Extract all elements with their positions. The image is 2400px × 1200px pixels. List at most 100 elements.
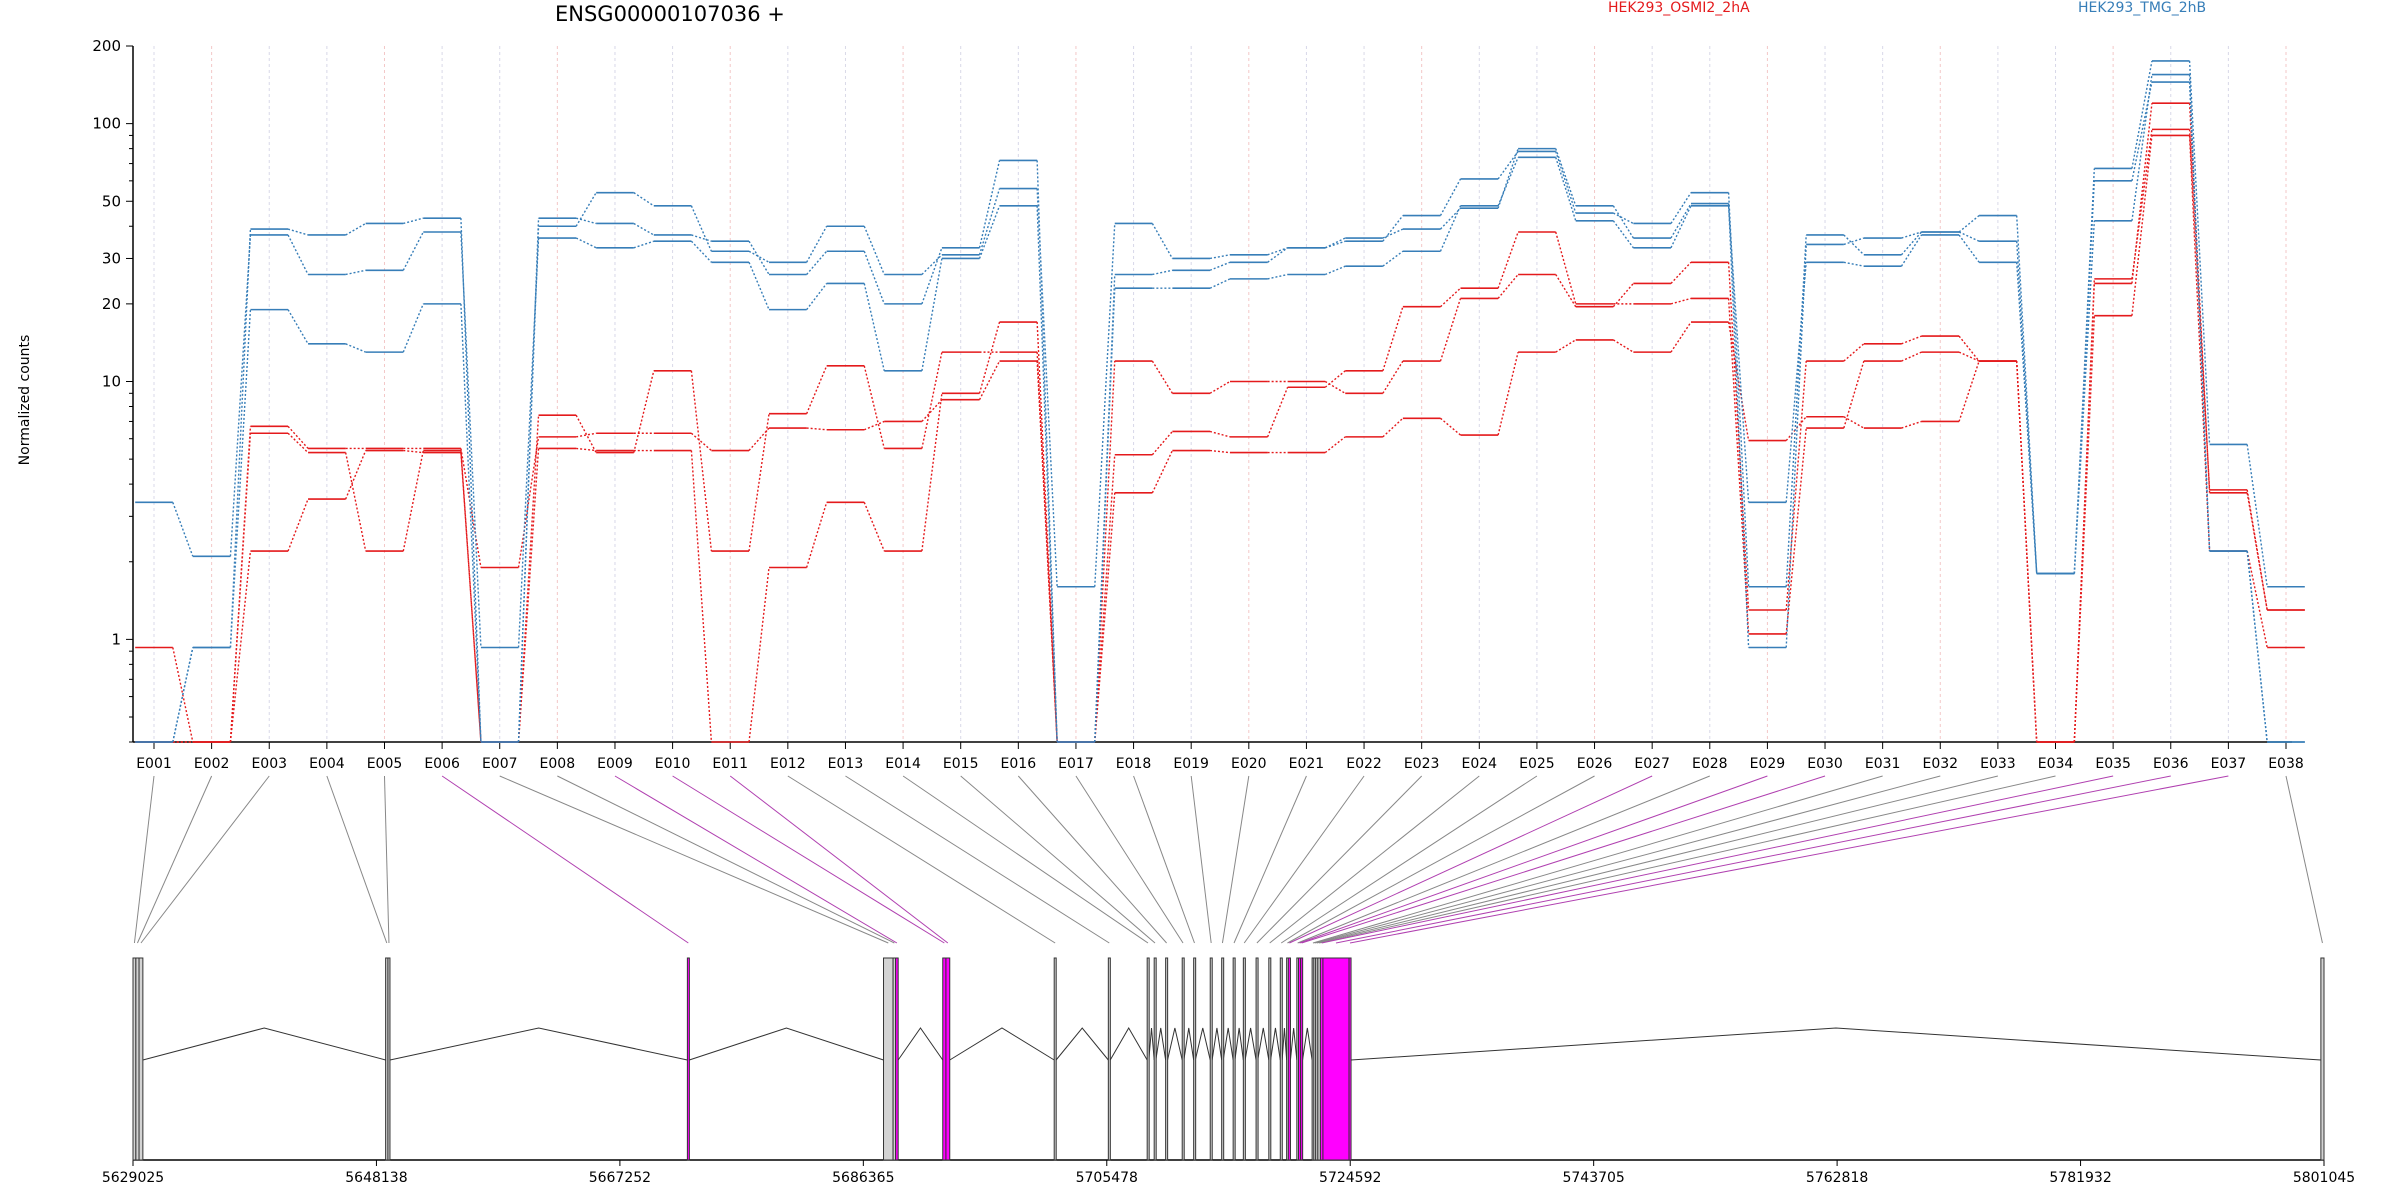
series-6-connector bbox=[1439, 207, 1461, 230]
series-6-connector bbox=[978, 160, 1001, 248]
gene-title: ENSG00000107036 + bbox=[555, 2, 785, 26]
x-tick-label-e012: E012 bbox=[770, 756, 806, 772]
x-tick-label-e038: E038 bbox=[2268, 756, 2304, 772]
exon-e021 bbox=[1232, 957, 1236, 1161]
series-6-connector bbox=[1555, 148, 1577, 207]
series-5-connector bbox=[1325, 240, 1346, 249]
series-1-connector bbox=[806, 427, 827, 431]
intron bbox=[1281, 1027, 1288, 1061]
series-5-connector bbox=[748, 250, 770, 263]
series-5-connector bbox=[1267, 247, 1288, 256]
series-4-connector bbox=[460, 231, 482, 648]
x-tick-label-e027: E027 bbox=[1634, 756, 1670, 772]
series-3-connector bbox=[287, 498, 309, 552]
series-1-connector bbox=[864, 420, 885, 431]
exon-e030 bbox=[1300, 957, 1304, 1161]
series-5-connector bbox=[1613, 212, 1634, 225]
series-2-connector bbox=[921, 351, 943, 449]
genome-tick-label: 5648138 bbox=[345, 1170, 407, 1186]
x-tick-label-e022: E022 bbox=[1346, 756, 1382, 772]
series-6-connector bbox=[691, 234, 712, 242]
series-1-connector bbox=[2246, 550, 2268, 648]
series-3 bbox=[135, 102, 2305, 743]
series-1-connector bbox=[1266, 386, 1289, 438]
series-3-connector bbox=[403, 449, 424, 454]
series-2-connector bbox=[806, 365, 828, 414]
series-3-connector bbox=[2131, 103, 2153, 284]
series-4-connector bbox=[229, 234, 252, 557]
series-5-connector bbox=[690, 205, 713, 252]
series-5-connector bbox=[1958, 215, 1980, 233]
x-tick-label-e020: E020 bbox=[1231, 756, 1267, 772]
intron bbox=[1257, 1027, 1270, 1061]
y-tick-label: 200 bbox=[92, 37, 121, 55]
series-2-connector bbox=[402, 450, 424, 552]
x-tick-label-e004: E004 bbox=[309, 756, 345, 772]
y-tick-label: 10 bbox=[102, 373, 121, 391]
series-4-connector bbox=[748, 261, 770, 310]
series-3-connector bbox=[1901, 420, 1922, 429]
series-4-connector bbox=[633, 240, 655, 249]
series-3-connector bbox=[2016, 361, 2038, 743]
connector-e019 bbox=[1190, 775, 1212, 944]
series-2-connector bbox=[1324, 380, 1346, 394]
series-6-connector bbox=[2016, 241, 2038, 574]
y-tick-label: 20 bbox=[102, 295, 121, 313]
connector-e007 bbox=[499, 775, 889, 944]
series-6-connector bbox=[1152, 269, 1173, 276]
exon-e003 bbox=[138, 957, 144, 1161]
series-4-connector bbox=[2131, 74, 2153, 221]
series-3-connector bbox=[2246, 492, 2268, 611]
series-6-connector bbox=[1612, 205, 1634, 239]
series-group bbox=[135, 60, 2305, 743]
series-1-connector bbox=[287, 425, 309, 449]
series-6-connector bbox=[2073, 180, 2096, 574]
series-6-connector bbox=[345, 222, 367, 236]
series-2-connector bbox=[1497, 274, 1519, 299]
x-tick-label-e021: E021 bbox=[1289, 756, 1325, 772]
series-6-connector bbox=[633, 222, 655, 236]
intron bbox=[949, 1027, 1055, 1061]
series-5-connector bbox=[1555, 151, 1577, 214]
series-2-connector bbox=[1958, 335, 1980, 362]
series-6-connector bbox=[403, 217, 424, 225]
series-3-connector bbox=[921, 393, 943, 552]
series-3-connector bbox=[517, 448, 540, 743]
series-4-connector bbox=[863, 283, 885, 371]
series-1-connector bbox=[1382, 306, 1404, 372]
series-2-connector bbox=[460, 450, 482, 743]
series-5-connector bbox=[1497, 151, 1519, 180]
x-tick-label-e037: E037 bbox=[2211, 756, 2247, 772]
connector-e009 bbox=[614, 775, 898, 944]
series-6-connector bbox=[748, 240, 770, 275]
exon-e022 bbox=[1242, 957, 1246, 1161]
series-6-connector bbox=[229, 229, 252, 648]
connector-e002 bbox=[137, 775, 213, 944]
exon-e018 bbox=[1193, 957, 1197, 1161]
series-3-connector bbox=[460, 452, 482, 743]
genome-tick-label: 5781932 bbox=[2049, 1170, 2111, 1186]
series-2-connector bbox=[1439, 298, 1462, 362]
legend-condition-a: HEK293_OSMI2_2hA bbox=[1608, 0, 1750, 16]
series-4-connector bbox=[1036, 205, 1058, 743]
series-4-connector bbox=[1670, 205, 1692, 249]
series-1-connector bbox=[576, 432, 597, 438]
x-tick-label-e034: E034 bbox=[2038, 756, 2074, 772]
series-5-connector bbox=[575, 192, 597, 227]
intron bbox=[1211, 1027, 1223, 1061]
series-5-connector bbox=[1151, 223, 1173, 259]
exon-e019 bbox=[1209, 957, 1213, 1161]
series-5-connector bbox=[2016, 215, 2038, 574]
exon-e011 bbox=[945, 957, 951, 1161]
series-6-connector bbox=[2131, 81, 2153, 181]
x-tick-label-e033: E033 bbox=[1980, 756, 2016, 772]
series-3-connector bbox=[1958, 360, 1980, 422]
intron bbox=[1244, 1027, 1257, 1061]
genome-tick-label: 5667252 bbox=[589, 1170, 651, 1186]
series-4-connector bbox=[1382, 250, 1404, 267]
series-5-connector bbox=[345, 343, 366, 353]
intron bbox=[1109, 1026, 1148, 1061]
x-tick-label-e028: E028 bbox=[1692, 756, 1728, 772]
x-tick-label-e005: E005 bbox=[367, 756, 403, 772]
